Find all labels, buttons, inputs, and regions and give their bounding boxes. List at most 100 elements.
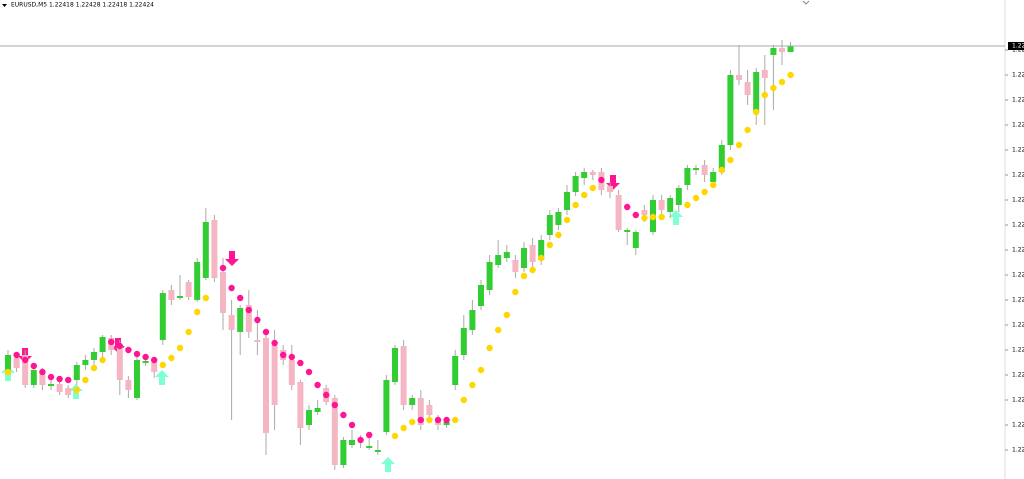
y-tick-label: 1.22 bbox=[1012, 222, 1024, 229]
sar-dot bbox=[340, 411, 347, 419]
candle-body bbox=[512, 260, 519, 272]
scroll-icon[interactable] bbox=[802, 0, 810, 5]
y-tick-label: 1.22 bbox=[1012, 397, 1024, 404]
sar-dot bbox=[538, 254, 545, 262]
collapse-icon[interactable] bbox=[2, 4, 7, 7]
sar-dot bbox=[194, 308, 201, 316]
sar-dot bbox=[237, 294, 244, 302]
candle-body bbox=[91, 352, 97, 360]
candle-body bbox=[116, 345, 123, 380]
candle-body bbox=[787, 46, 794, 52]
sar-dot bbox=[503, 311, 510, 319]
sar-dot bbox=[770, 84, 777, 92]
sar-dot bbox=[624, 203, 631, 211]
candle-body bbox=[426, 405, 433, 415]
candle-body bbox=[624, 230, 631, 232]
sar-dot bbox=[718, 166, 725, 174]
y-tick-label: 1.22 bbox=[1012, 147, 1024, 154]
sar-dot bbox=[271, 339, 278, 347]
sar-dot bbox=[254, 316, 261, 324]
sar-dot bbox=[589, 184, 596, 192]
y-tick-label: 1.22 bbox=[1012, 447, 1024, 454]
sar-dot bbox=[581, 191, 588, 199]
candle-body bbox=[753, 72, 760, 112]
sar-dot bbox=[357, 436, 364, 444]
candle-body bbox=[82, 360, 89, 365]
sar-dot bbox=[641, 214, 648, 222]
candle-body bbox=[538, 240, 545, 260]
candle-body bbox=[478, 285, 484, 306]
candle-body bbox=[263, 338, 269, 433]
candle-body bbox=[314, 408, 321, 412]
candle-body bbox=[151, 360, 158, 372]
candle-body bbox=[13, 358, 20, 368]
candle-body bbox=[65, 388, 72, 395]
sar-dot bbox=[529, 266, 536, 274]
candle-body bbox=[770, 48, 777, 55]
sar-dot bbox=[30, 362, 37, 370]
candle-body bbox=[125, 380, 132, 390]
candle-body bbox=[736, 75, 742, 80]
sar-dot bbox=[400, 424, 407, 432]
y-tick-label: 1.22 bbox=[1012, 72, 1024, 79]
sar-dot bbox=[99, 356, 106, 364]
candle-body bbox=[331, 398, 338, 465]
candle-body bbox=[658, 200, 665, 210]
sar-dot bbox=[314, 381, 321, 389]
y-tick-label: 1.22 bbox=[1012, 422, 1024, 429]
candle-body bbox=[641, 210, 648, 215]
candle-body bbox=[400, 346, 407, 405]
candle-body bbox=[581, 172, 588, 178]
sar-dot bbox=[555, 231, 562, 239]
sar-dot bbox=[56, 375, 63, 383]
candle-body bbox=[134, 360, 140, 398]
sar-dot bbox=[4, 368, 12, 376]
candle-body bbox=[383, 380, 390, 432]
current-price-box bbox=[1008, 42, 1024, 50]
candle-body bbox=[340, 440, 347, 465]
candle-body bbox=[254, 340, 261, 342]
sar-dot bbox=[452, 416, 459, 424]
sar-dot bbox=[753, 108, 760, 116]
sar-dot bbox=[297, 359, 304, 367]
candle-body bbox=[675, 188, 682, 205]
chart-title: EURUSD,M5 1.22418 1.22428 1.22418 1.2242… bbox=[11, 2, 154, 9]
candle-body bbox=[211, 220, 218, 278]
sar-dot bbox=[469, 381, 476, 389]
candle-body bbox=[228, 315, 235, 330]
candle-body bbox=[159, 293, 166, 340]
sar-dot bbox=[787, 71, 794, 79]
sar-dot bbox=[486, 344, 493, 352]
sar-dot bbox=[331, 401, 338, 409]
sar-dot bbox=[434, 416, 442, 424]
candle-body bbox=[443, 422, 450, 425]
sar-dot bbox=[245, 306, 252, 314]
y-tick-label: 1.22 bbox=[1012, 172, 1024, 179]
sar-dot bbox=[598, 176, 605, 184]
candle-body bbox=[288, 360, 295, 385]
y-tick-label: 1.22 bbox=[1012, 272, 1024, 279]
buy-arrow bbox=[155, 370, 169, 385]
sar-dot bbox=[22, 356, 29, 364]
candle-body bbox=[73, 365, 80, 380]
buy-arrow bbox=[669, 210, 683, 225]
candle-body bbox=[417, 398, 424, 425]
sar-dot bbox=[477, 366, 485, 374]
candle-body bbox=[185, 282, 192, 297]
sar-dot bbox=[305, 368, 313, 376]
sar-dot bbox=[228, 284, 235, 292]
candle-body bbox=[202, 222, 209, 278]
candle-body bbox=[374, 450, 381, 452]
sar-dot bbox=[151, 356, 158, 364]
sar-dot bbox=[744, 126, 751, 134]
sar-dot bbox=[142, 353, 149, 361]
candle-body bbox=[607, 186, 613, 192]
y-tick-label: 1.22 bbox=[1012, 247, 1024, 254]
sar-dot bbox=[761, 91, 768, 99]
sar-dot bbox=[512, 288, 519, 296]
candle-body bbox=[245, 305, 252, 332]
sar-dot bbox=[262, 328, 270, 336]
candle-body bbox=[48, 384, 54, 386]
candle-body bbox=[142, 361, 149, 363]
